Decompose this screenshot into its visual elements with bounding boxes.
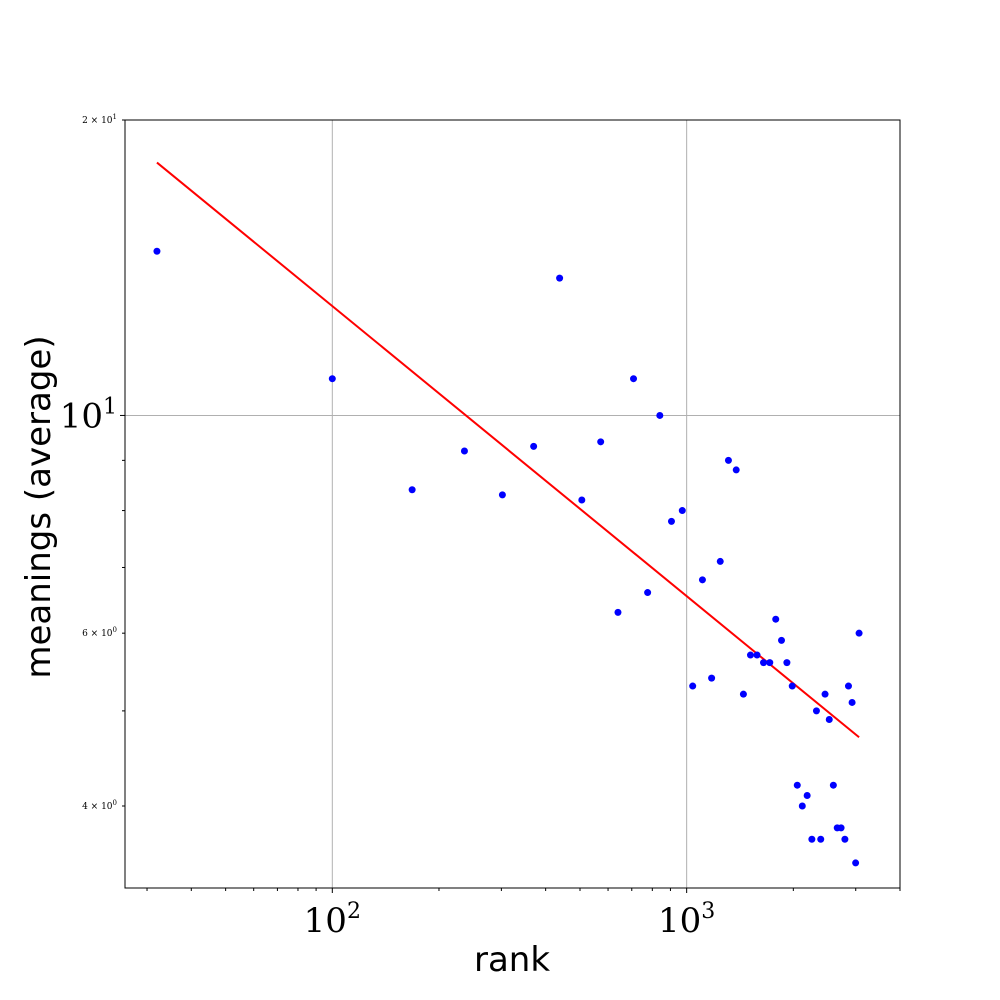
data-points — [153, 247, 863, 867]
data-point — [578, 496, 586, 504]
data-point — [855, 629, 863, 637]
data-point — [812, 707, 820, 715]
data-point — [803, 791, 811, 799]
data-point — [408, 486, 416, 494]
data-point — [825, 716, 833, 723]
fit-line-layer — [156, 161, 860, 739]
data-point — [772, 615, 780, 623]
plot-frame — [124, 119, 901, 889]
data-point — [798, 802, 806, 810]
grid — [125, 120, 900, 888]
data-point — [724, 456, 732, 464]
data-point — [689, 682, 697, 690]
y-minor-tick-label-exponent: 0 — [113, 799, 117, 807]
axis-ticks — [120, 119, 901, 893]
y-axis-label: meanings (average) — [19, 335, 59, 678]
y-minor-tick-label-mantissa: 4 × 10 — [82, 802, 113, 812]
data-point — [829, 781, 837, 789]
data-point — [656, 411, 664, 419]
data-point — [766, 659, 774, 667]
y-minor-tick-label-exponent: 1 — [113, 113, 117, 121]
data-point — [793, 781, 801, 789]
data-point — [848, 698, 856, 706]
x-tick-label: 102 — [304, 899, 361, 941]
data-point — [841, 835, 849, 843]
data-point — [614, 608, 622, 616]
data-point — [852, 859, 860, 867]
data-point — [837, 824, 845, 832]
x-tick-label: 103 — [658, 899, 715, 941]
x-tick-label-exponent: 2 — [347, 899, 361, 924]
data-point — [644, 589, 652, 597]
y-tick-label: 101 — [60, 394, 117, 436]
data-point — [630, 375, 638, 383]
data-point — [716, 557, 724, 565]
data-point — [678, 507, 686, 515]
data-point — [530, 442, 538, 450]
x-tick-label-exponent: 3 — [701, 899, 715, 924]
y-minor-tick-label-mantissa: 6 × 10 — [82, 629, 113, 639]
data-point — [821, 690, 829, 698]
data-point — [844, 682, 852, 690]
data-point — [746, 651, 754, 659]
x-tick-label-base: 10 — [658, 901, 701, 941]
y-minor-tick-label-mantissa: 2 × 10 — [82, 116, 113, 126]
y-minor-tick-label: 4 × 100 — [82, 799, 117, 812]
y-minor-tick-label-exponent: 0 — [113, 626, 117, 634]
data-point — [760, 659, 768, 667]
data-point — [783, 659, 791, 667]
data-point — [708, 674, 716, 682]
fit-line — [156, 161, 860, 739]
data-point — [328, 375, 336, 383]
data-point — [597, 438, 605, 446]
data-point — [817, 835, 825, 843]
data-point — [556, 274, 564, 282]
x-tick-label-base: 10 — [304, 901, 347, 941]
data-point — [698, 576, 706, 584]
data-point — [667, 517, 675, 525]
y-minor-tick-label: 2 × 101 — [82, 113, 117, 126]
data-point — [732, 466, 740, 474]
data-point — [808, 835, 816, 843]
data-point — [739, 690, 747, 698]
data-point — [460, 447, 468, 455]
data-point — [153, 247, 161, 255]
y-tick-label-base: 10 — [60, 396, 103, 436]
data-point — [778, 636, 785, 644]
data-point — [498, 491, 506, 499]
data-point — [788, 682, 796, 690]
y-minor-tick-label: 6 × 100 — [82, 626, 117, 639]
y-tick-label-exponent: 1 — [103, 394, 117, 419]
x-axis-label: rank — [474, 940, 550, 980]
data-point — [753, 651, 761, 659]
